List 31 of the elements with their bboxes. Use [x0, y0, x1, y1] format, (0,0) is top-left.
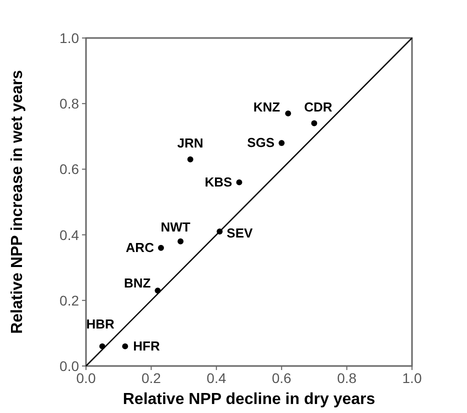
annotation: SGS [247, 134, 275, 150]
x-tick-label: 1.0 [402, 370, 422, 386]
point [278, 140, 285, 146]
x-tick-label: 0.6 [272, 370, 292, 386]
annotation: KNZ [253, 99, 280, 114]
annotation: KBS [204, 174, 233, 190]
annotation: SEV [226, 226, 253, 241]
annotation: ARC [126, 240, 155, 255]
annotation: NWT [160, 219, 190, 234]
y-axis-title: Relative NPP increase in wet years [9, 70, 26, 334]
annotation: CDR [304, 99, 333, 114]
y-tick-label: 0.8 [60, 96, 80, 112]
point [158, 244, 164, 251]
point [187, 156, 194, 162]
y-tick-label: 0.6 [60, 161, 80, 178]
y-tick-label: 1.0 [60, 30, 80, 46]
x-tick-label: 0.2 [141, 370, 162, 386]
x-axis-title: Relative NPP decline in dry years [122, 391, 376, 408]
annotation: HFR [133, 338, 160, 354]
annotation: HBR [86, 316, 115, 332]
annotation: JRN [177, 135, 204, 150]
point [311, 120, 318, 126]
point [122, 343, 128, 350]
y-tick-label: 0.2 [60, 292, 80, 308]
annotation: BNZ [124, 276, 151, 291]
x-tick-label: 0.8 [337, 370, 357, 386]
point [178, 238, 184, 244]
point [236, 179, 242, 186]
y-tick-label: 0.4 [60, 226, 80, 243]
x-tick-label: 0.4 [206, 370, 226, 386]
point [285, 110, 292, 116]
